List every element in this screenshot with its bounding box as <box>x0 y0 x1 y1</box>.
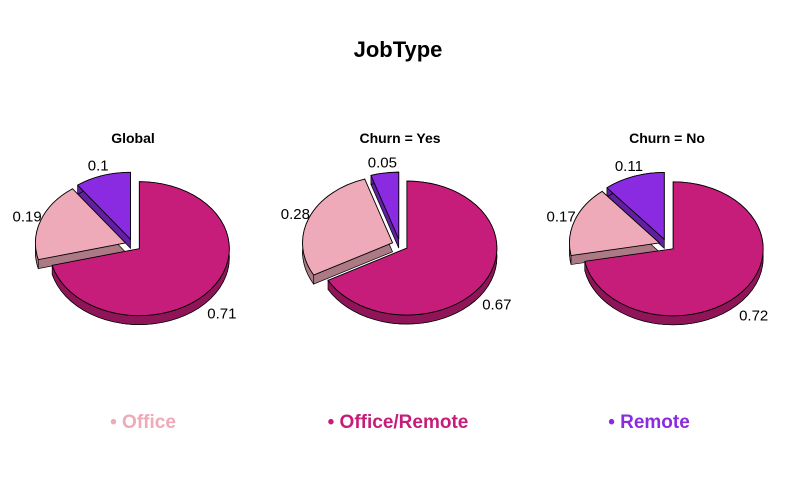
legend: • Office • Office/Remote • Remote <box>110 412 690 433</box>
slice-remote <box>606 171 665 241</box>
pie-title: Global <box>111 130 155 146</box>
pie-title: Churn = No <box>629 130 705 146</box>
pie-title: Churn = Yes <box>359 130 440 146</box>
slice-remote <box>76 171 131 241</box>
slice-remote <box>370 171 400 240</box>
slice-value-label: 0.05 <box>368 154 397 171</box>
slice-value-label: 0.17 <box>547 209 576 226</box>
slice-office <box>302 178 394 276</box>
slice-value-label: 0.19 <box>13 209 42 226</box>
pie-churn-no: 0.72 0.17 0.11 Churn = No <box>547 130 768 326</box>
slice-value-label: 0.67 <box>482 297 511 314</box>
legend-item-office-remote: • Office/Remote <box>328 412 469 433</box>
slice-value-label: 0.71 <box>207 305 236 322</box>
slice-value-label: 0.11 <box>615 158 643 175</box>
chart-title: JobType <box>354 37 443 62</box>
legend-item-office: • Office <box>110 412 176 433</box>
slice-value-label: 0.28 <box>281 206 310 223</box>
slice-office-remote <box>327 180 498 316</box>
slice-value-label: 0.72 <box>739 307 768 324</box>
slice-office-remote <box>584 181 764 317</box>
slice-value-label: 0.1 <box>88 157 109 174</box>
slice-office <box>35 188 127 261</box>
legend-item-remote: • Remote <box>608 412 690 433</box>
slice-office-remote <box>51 181 230 317</box>
pie-churn-yes: 0.67 0.28 0.05 Churn = Yes <box>281 130 511 325</box>
slice-office <box>569 190 661 257</box>
